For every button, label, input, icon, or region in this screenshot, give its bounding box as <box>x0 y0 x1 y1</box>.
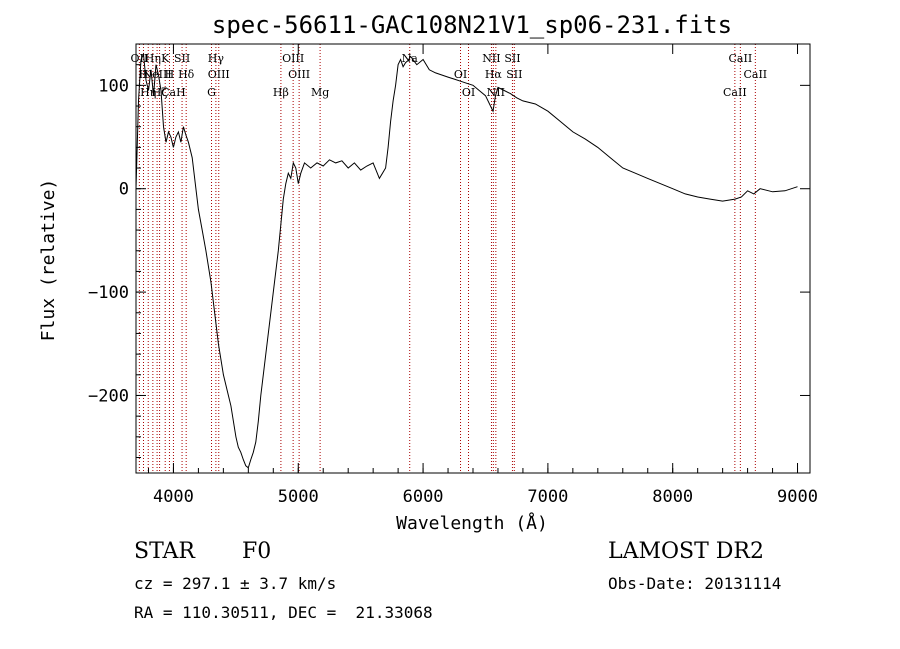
object-class: STAR <box>134 539 195 564</box>
sky-coordinates: RA = 110.30511, DEC = 21.33068 <box>134 603 433 622</box>
line-marker-label: OI <box>454 68 467 81</box>
x-tick-label: 8000 <box>652 487 693 507</box>
line-marker-label: H <box>165 68 175 81</box>
line-marker-label: OI <box>462 86 475 99</box>
observation-date: Obs-Date: 20131114 <box>608 574 782 593</box>
chart-title: spec-56611-GAC108N21V1_sp06-231.fits <box>212 11 732 39</box>
line-marker-label: CaII <box>729 52 753 65</box>
line-marker-label: K <box>161 52 170 65</box>
y-axis: 100 0 −100 −200 <box>88 43 810 458</box>
spectral-subclass: F0 <box>242 539 272 564</box>
emission-line-markers <box>138 44 756 473</box>
line-marker-label: Mg <box>311 86 329 99</box>
line-marker-label: CaH <box>161 86 186 99</box>
line-marker-label: Hζ <box>152 86 168 99</box>
x-axis: 4000 5000 6000 7000 8000 9000 <box>147 44 818 507</box>
y-tick-label: 0 <box>119 180 129 200</box>
x-tick-label: 9000 <box>777 487 818 507</box>
line-marker-label: NII <box>482 52 500 65</box>
line-marker-label: Hη <box>145 52 161 65</box>
line-marker-label: CaII <box>723 86 747 99</box>
line-marker-label: Hγ <box>208 52 225 65</box>
line-marker-label: OIII <box>282 52 304 65</box>
y-axis-label: Flux (relative) <box>38 179 59 342</box>
survey-name: LAMOST DR2 <box>608 539 764 564</box>
spectrum-line <box>135 52 798 469</box>
line-marker-label: OIII <box>208 68 230 81</box>
x-tick-label: 6000 <box>403 487 444 507</box>
y-tick-label: −100 <box>88 283 129 303</box>
line-marker-label: NII <box>487 86 505 99</box>
line-marker-label: H <box>139 68 149 81</box>
line-marker-label: SII <box>506 68 522 81</box>
x-tick-label: 7000 <box>527 487 568 507</box>
redshift-velocity: cz = 297.1 ± 3.7 km/s <box>134 574 337 593</box>
line-marker-label: OIII <box>288 68 310 81</box>
line-marker-label: Hη <box>140 86 156 99</box>
line-marker-label: Hα <box>485 68 503 81</box>
line-marker-label: Hδ <box>178 68 195 81</box>
line-marker-label: G <box>207 86 216 99</box>
emission-line-labels: OIIHHηHηNeIIIHζKHCaHSIIHδGHγOIIIHβOIIIOI… <box>131 52 768 99</box>
plot-frame <box>135 43 811 474</box>
line-marker-label: SII <box>174 52 190 65</box>
line-marker-label: CaII <box>743 68 767 81</box>
y-tick-label: 100 <box>98 76 129 96</box>
x-axis-label: Wavelength (Å) <box>396 512 548 534</box>
y-tick-label: −200 <box>88 386 129 406</box>
line-marker-label: Hβ <box>273 86 289 99</box>
x-tick-label: 4000 <box>153 487 194 507</box>
x-tick-label: 5000 <box>278 487 319 507</box>
line-marker-label: SII <box>504 52 520 65</box>
